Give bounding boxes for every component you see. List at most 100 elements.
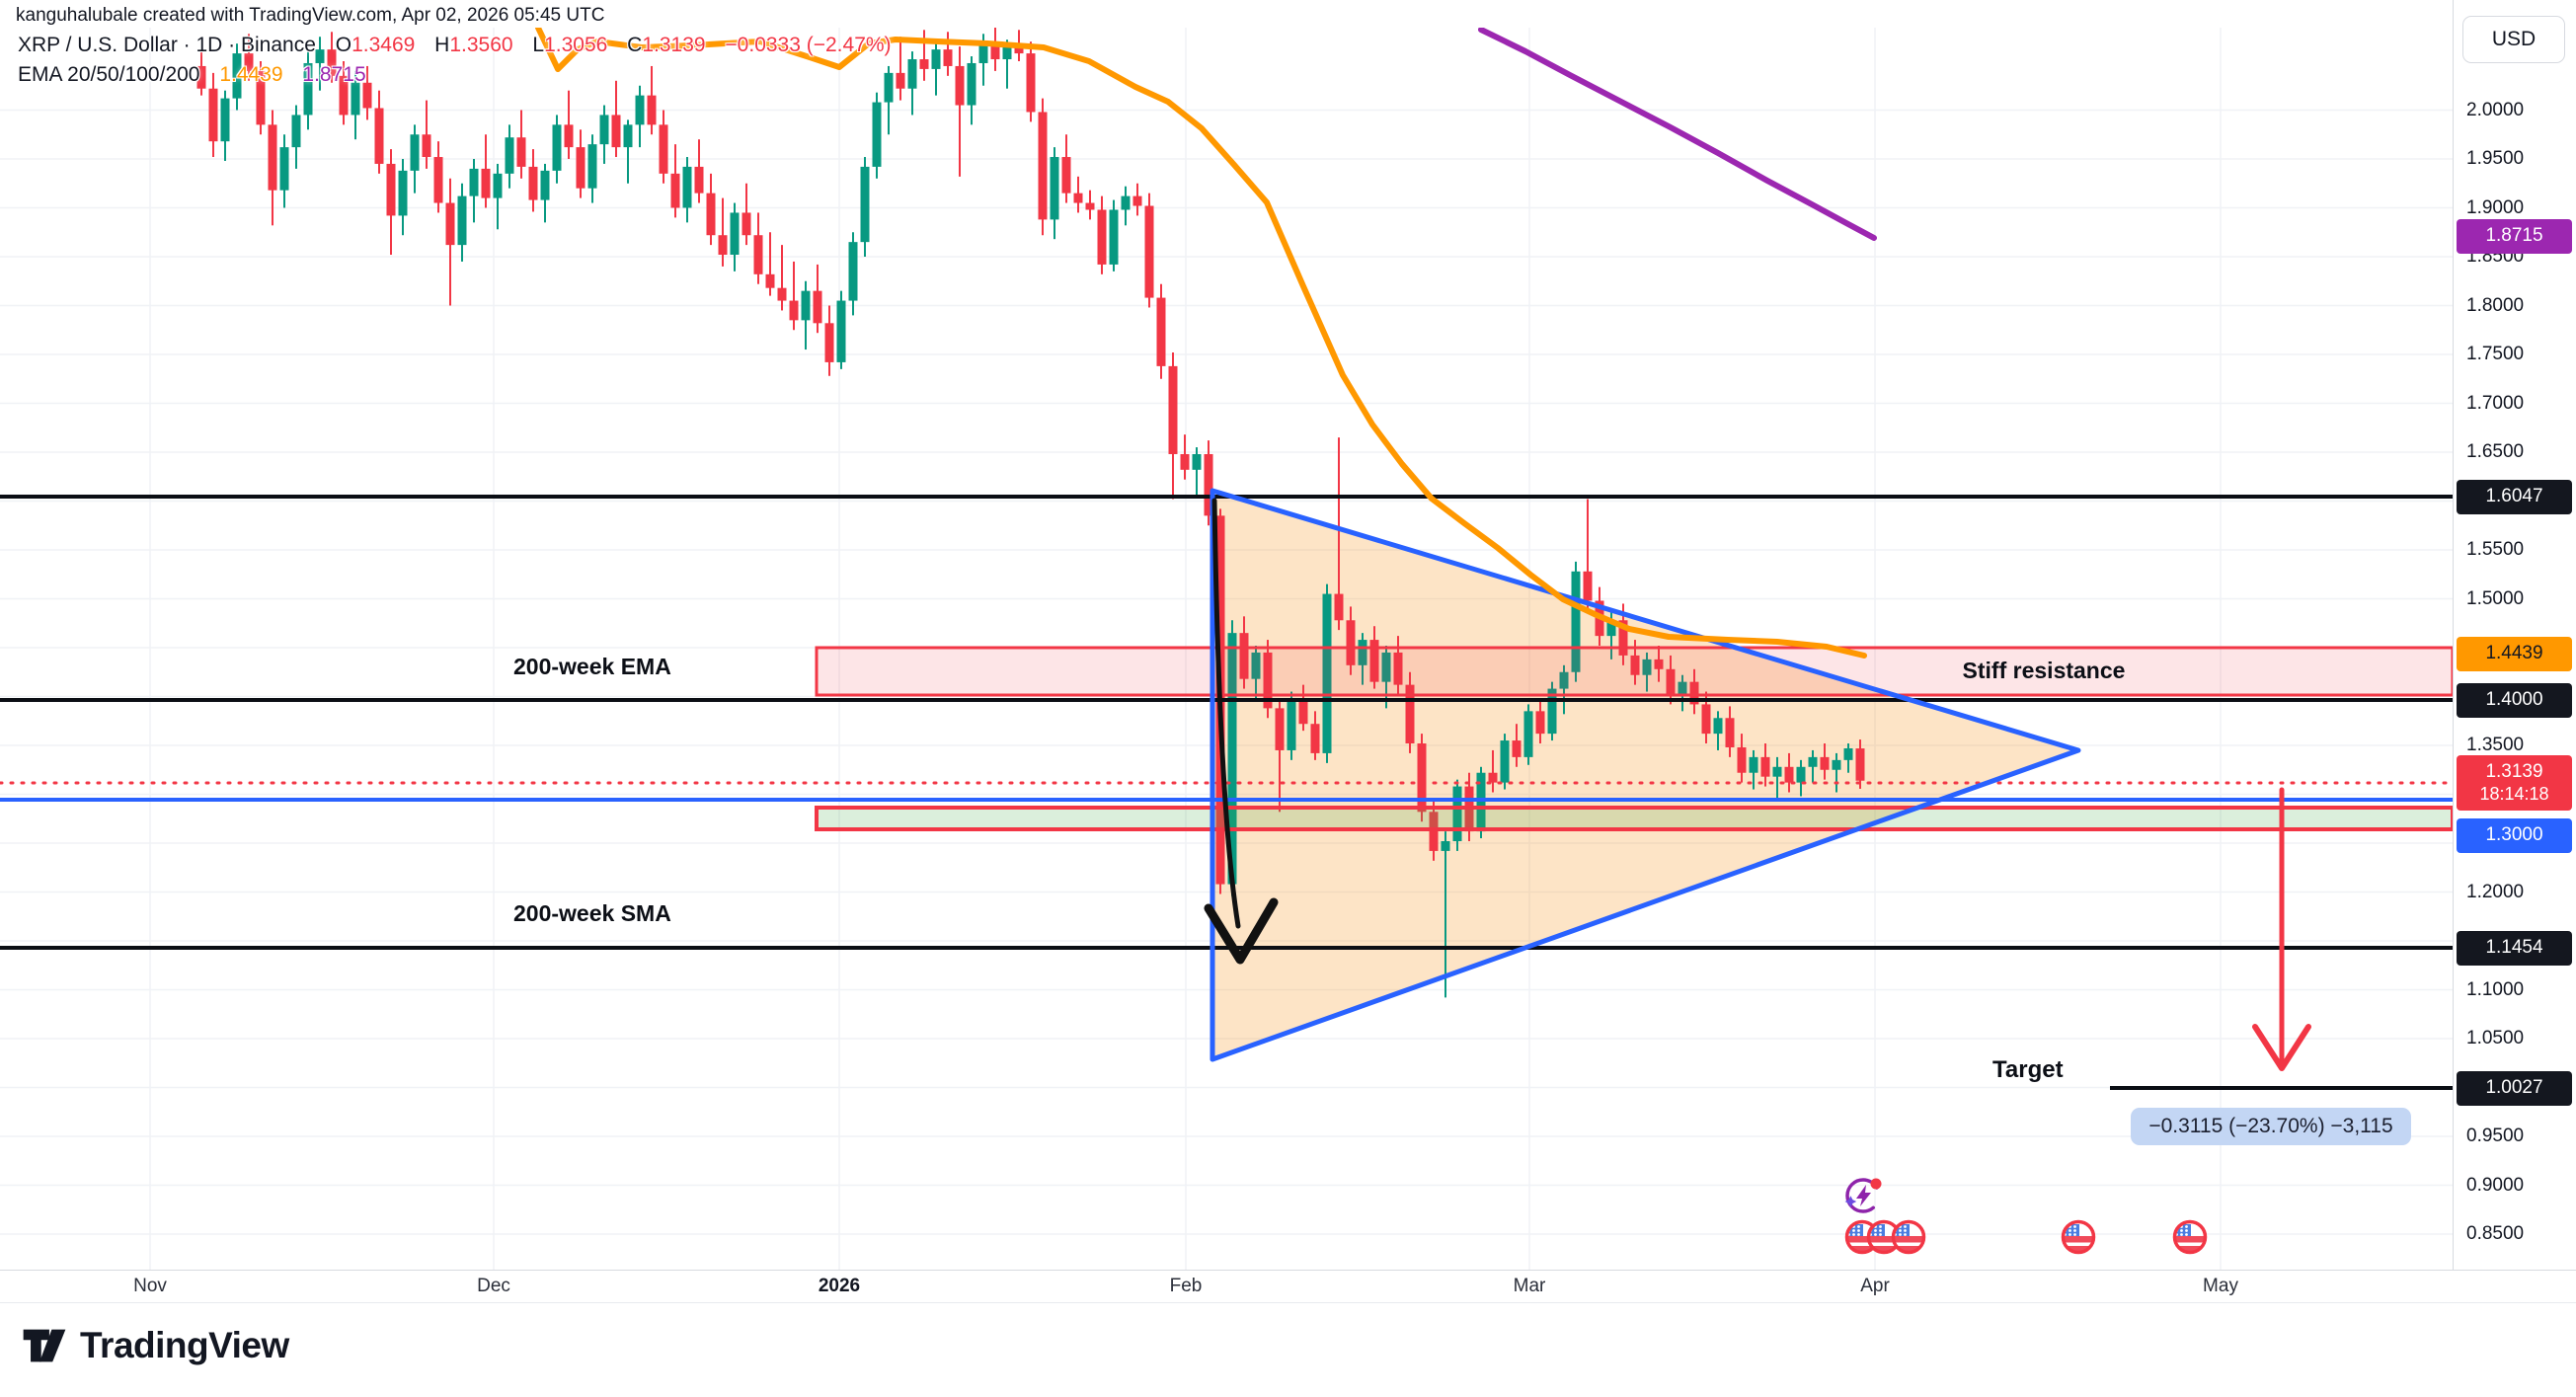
legend-ema-row: EMA 20/50/100/200 1.4439 1.8715 xyxy=(18,62,892,88)
candle-body xyxy=(1488,772,1498,783)
candle-body xyxy=(516,137,526,167)
notification-dot xyxy=(1870,1178,1882,1190)
candle-body xyxy=(327,49,337,76)
candle-body xyxy=(528,166,538,200)
candle-body xyxy=(813,290,822,324)
time-axis[interactable]: Nov Dec 2026 Feb Mar Apr May xyxy=(0,1270,2576,1303)
flag-star xyxy=(2185,1225,2188,1228)
candle-body xyxy=(256,70,266,125)
candle-body xyxy=(303,62,313,116)
symbol-title[interactable]: XRP / U.S. Dollar · 1D · Binance xyxy=(18,34,316,56)
time-tick-label[interactable]: Nov xyxy=(133,1276,167,1296)
candle-body xyxy=(682,166,692,208)
credit-bar: kanguhalubale created with TradingView.c… xyxy=(0,0,2453,28)
flag-stripe xyxy=(2064,1236,2093,1243)
tradingview-logo[interactable]: TradingView xyxy=(22,1325,289,1366)
ohlc-low-value: 1.3056 xyxy=(544,34,608,56)
demand-zone[interactable] xyxy=(815,806,2453,831)
ema-purple-line xyxy=(1478,27,1877,241)
flag-star xyxy=(2069,1229,2071,1232)
ohlc-high-label: H xyxy=(434,34,450,56)
flag-stripe xyxy=(2175,1246,2205,1252)
time-tick-label[interactable]: May xyxy=(2203,1276,2238,1296)
time-tick-label[interactable]: Apr xyxy=(1860,1276,1890,1296)
breakdown-arrow-head[interactable] xyxy=(1204,897,1279,965)
candle-body xyxy=(1701,704,1711,735)
chart-legend[interactable]: XRP / U.S. Dollar · 1D · Binance O1.3469… xyxy=(18,33,892,89)
annotation-200-week-sma[interactable]: 200-week SMA xyxy=(513,900,671,926)
measure-tool-badge[interactable]: −0.3115 (−23.70%) −3,115 xyxy=(2131,1108,2411,1145)
flag-star xyxy=(1879,1229,1882,1232)
candle-body xyxy=(1689,681,1699,705)
candles-group[interactable] xyxy=(196,27,1865,998)
flag-star xyxy=(2073,1229,2076,1232)
price-chart-area[interactable] xyxy=(0,0,2453,1270)
time-tick-label[interactable]: Feb xyxy=(1169,1276,1203,1296)
candle-body xyxy=(730,212,740,256)
ohlc-open-label: O xyxy=(335,34,352,56)
flag-star xyxy=(1904,1229,1907,1232)
symmetrical-triangle-fill[interactable] xyxy=(1212,491,2078,1059)
symmetrical-triangle-outline[interactable] xyxy=(1210,488,2081,1062)
candle-body xyxy=(955,65,965,106)
candle-body xyxy=(1346,620,1356,665)
ema-label[interactable]: EMA 20/50/100/200 xyxy=(18,63,200,87)
annotation-stiff-resistance[interactable]: Stiff resistance xyxy=(1962,658,2126,683)
candle-body xyxy=(1737,746,1747,773)
candle-body xyxy=(670,173,680,208)
candle-body xyxy=(1405,684,1415,744)
flag-star xyxy=(2185,1229,2188,1232)
candle-body xyxy=(647,95,657,125)
candle-body xyxy=(1630,655,1640,675)
candle-body xyxy=(884,72,894,103)
annotation-target[interactable]: Target xyxy=(1992,1056,2064,1083)
candle-body xyxy=(943,49,953,66)
candle-body xyxy=(362,82,372,109)
candle-body xyxy=(1535,711,1545,735)
candle-body xyxy=(422,134,431,158)
candle-body xyxy=(824,323,834,362)
time-tick-label[interactable]: Dec xyxy=(477,1276,510,1296)
time-tick-label[interactable]: Mar xyxy=(1513,1276,1546,1296)
candle-body xyxy=(1500,740,1510,783)
time-tick-label[interactable]: 2026 xyxy=(818,1276,861,1296)
candle-body xyxy=(1038,112,1048,220)
candle-body xyxy=(339,75,349,116)
candle-body xyxy=(1381,652,1391,682)
candle-body xyxy=(1180,453,1190,470)
price-axis[interactable]: USD 2.0000 1.9500 1.9000 1.8500 1.8000 1.7500… xyxy=(2453,0,2576,1270)
candle-body xyxy=(1855,748,1865,781)
us-flag-event-icon[interactable] xyxy=(2172,1219,2208,1255)
candle-body xyxy=(777,287,787,301)
us-flag-event-icon[interactable] xyxy=(2061,1219,2096,1255)
flag-star xyxy=(1904,1233,1907,1236)
candle-body xyxy=(1772,766,1782,777)
candle-body xyxy=(635,95,645,125)
candle-body xyxy=(1085,202,1095,210)
candle-body xyxy=(1002,46,1012,60)
candle-body xyxy=(1393,652,1403,685)
us-flag-event-icon[interactable] xyxy=(1891,1219,1926,1255)
stiff-resistance-zone[interactable] xyxy=(815,646,2453,697)
candle-body xyxy=(279,147,289,191)
candle-body xyxy=(1583,571,1593,601)
target-arrow-head[interactable] xyxy=(2252,1024,2311,1071)
candle-body xyxy=(1014,46,1024,54)
ohlc-open-value: 1.3469 xyxy=(351,34,416,56)
candle-body xyxy=(1204,453,1213,516)
us-flag-event-icon[interactable] xyxy=(1866,1219,1902,1255)
candle-body xyxy=(398,170,408,216)
flag-stripe xyxy=(1894,1236,1923,1243)
candle-body xyxy=(244,53,254,71)
candle-body xyxy=(623,124,633,148)
flag-stripe xyxy=(1894,1246,1923,1252)
candlestick-chart-canvas[interactable] xyxy=(0,0,2453,1270)
candle-body xyxy=(718,235,728,256)
candle-body xyxy=(1654,659,1664,669)
annotation-200-week-ema[interactable]: 200-week EMA xyxy=(513,654,671,679)
breakdown-arrow-shaft[interactable] xyxy=(1211,498,1241,929)
price-tick-label: 1.2000 xyxy=(2466,881,2525,902)
currency-toggle-button[interactable]: USD xyxy=(2462,16,2565,63)
candle-body xyxy=(1429,812,1439,851)
ai-events-icon[interactable] xyxy=(1844,1178,1882,1213)
